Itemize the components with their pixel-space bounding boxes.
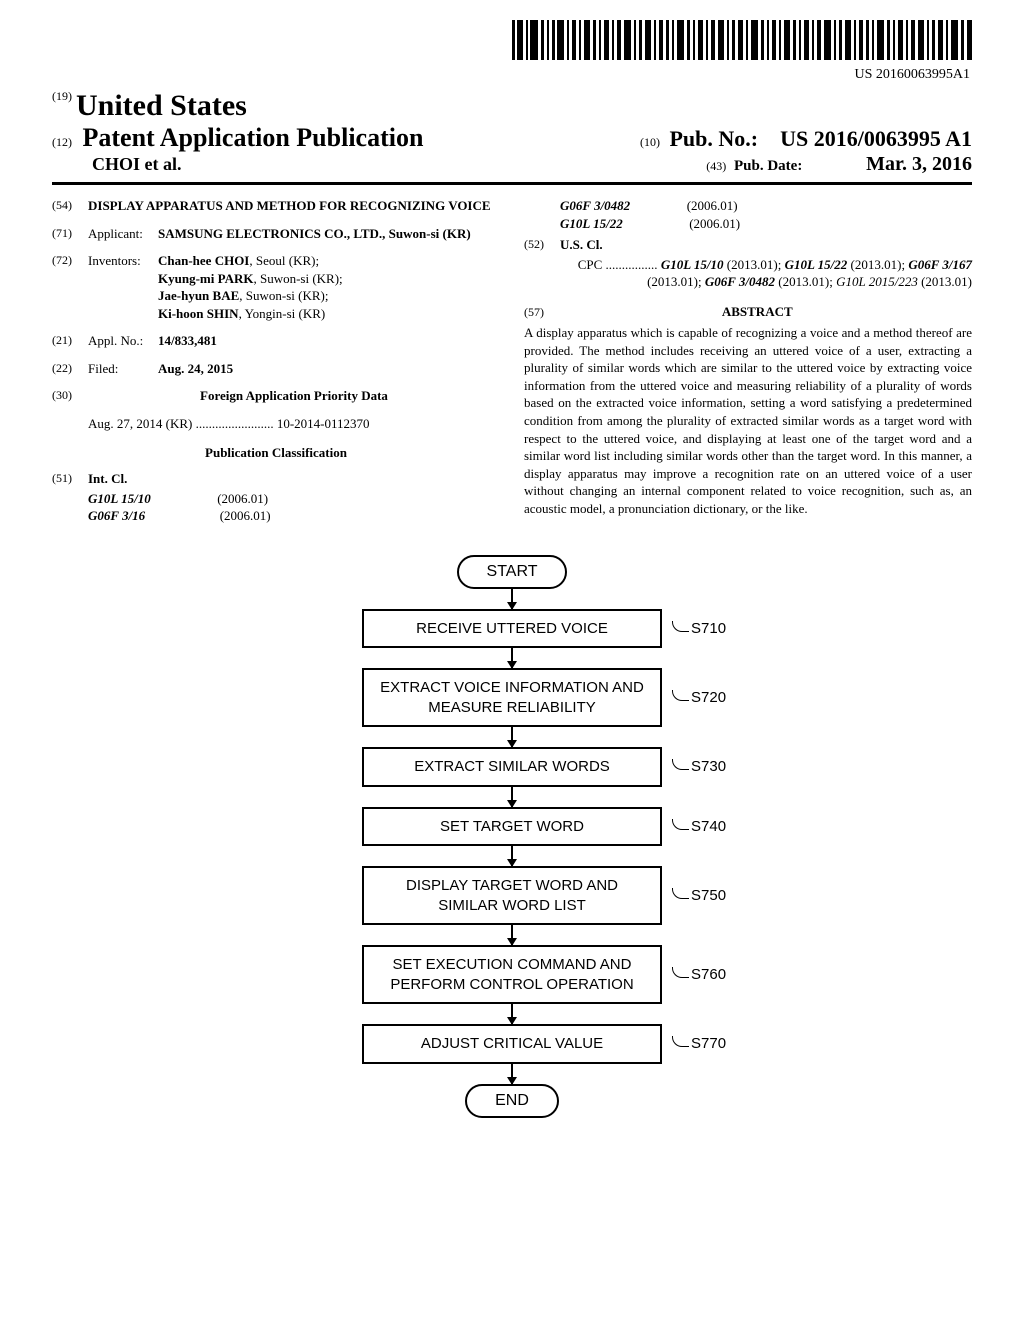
f71-label: Applicant: xyxy=(88,225,158,243)
fc-step-box: SET TARGET WORD xyxy=(362,807,662,847)
fc-arrow xyxy=(511,787,513,807)
abstract-title: ABSTRACT xyxy=(722,304,793,319)
fc-arrow xyxy=(511,1064,513,1084)
fc-end: END xyxy=(465,1084,559,1118)
f51-label: Int. Cl. xyxy=(88,471,127,486)
f22-code: (22) xyxy=(52,360,88,378)
f71-code: (71) xyxy=(52,225,88,243)
f21-code: (21) xyxy=(52,332,88,350)
intcl-cont-1: G10L 15/22 (2006.01) xyxy=(524,215,972,233)
f51-code: (51) xyxy=(52,470,88,488)
barcode-block: US 20160063995A1 xyxy=(52,20,972,83)
pub-date: Mar. 3, 2016 xyxy=(866,153,972,175)
patent-page: US 20160063995A1 (19) United States (12)… xyxy=(52,0,972,1158)
header-block: (19) United States (12) Patent Applicati… xyxy=(52,89,972,176)
right-column: G06F 3/0482 (2006.01) G10L 15/22 (2006.0… xyxy=(524,197,972,525)
fc-arrow xyxy=(511,925,513,945)
f72-label: Inventors: xyxy=(88,252,158,322)
fc-step-row: EXTRACT SIMILAR WORDS S730 xyxy=(292,747,732,787)
fc-step-label: S770 xyxy=(672,1035,726,1052)
f30-code: (30) xyxy=(52,387,88,405)
pub-no-code: (10) xyxy=(640,135,660,149)
fc-step-row: RECEIVE UTTERED VOICE S710 xyxy=(292,609,732,649)
pub-type: Patent Application Publication xyxy=(83,123,424,152)
pub-type-code: (12) xyxy=(52,135,72,149)
intcl-row-1: G06F 3/16 (2006.01) xyxy=(52,507,500,525)
pub-date-label: Pub. Date: xyxy=(734,158,802,174)
fc-step-box: EXTRACT SIMILAR WORDS xyxy=(362,747,662,787)
fc-step-box: RECEIVE UTTERED VOICE xyxy=(362,609,662,649)
intcl-cont-0: G06F 3/0482 (2006.01) xyxy=(524,197,972,215)
fc-step-row: EXTRACT VOICE INFORMATION AND MEASURE RE… xyxy=(292,668,732,727)
pub-date-code: (43) xyxy=(706,159,726,173)
fc-arrow xyxy=(511,727,513,747)
fc-arrow xyxy=(511,648,513,668)
biblio-columns: (54) DISPLAY APPARATUS AND METHOD FOR RE… xyxy=(52,197,972,525)
f30-title: Foreign Application Priority Data xyxy=(200,388,388,403)
f22-label: Filed: xyxy=(88,360,158,378)
f54-code: (54) xyxy=(52,197,88,215)
flowchart: START RECEIVE UTTERED VOICE S710 EXTRACT V… xyxy=(292,555,732,1118)
fc-step-row: ADJUST CRITICAL VALUE S770 xyxy=(292,1024,732,1064)
fc-step-label: S750 xyxy=(672,887,726,904)
abstract-text: A display apparatus which is capable of … xyxy=(524,324,972,517)
fc-step-box: DISPLAY TARGET WORD AND SIMILAR WORD LIS… xyxy=(362,866,662,925)
f72-text: Chan-hee CHOI, Seoul (KR); Kyung-mi PARK… xyxy=(158,252,500,322)
intcl-row-0: G10L 15/10 (2006.01) xyxy=(52,490,500,508)
pub-no-label: Pub. No.: xyxy=(669,126,758,151)
f72-code: (72) xyxy=(52,252,88,322)
fc-step-row: DISPLAY TARGET WORD AND SIMILAR WORD LIS… xyxy=(292,866,732,925)
f22-text: Aug. 24, 2015 xyxy=(158,361,233,376)
fc-arrow xyxy=(511,589,513,609)
fc-step-row: SET TARGET WORD S740 xyxy=(292,807,732,847)
country: United States xyxy=(76,89,247,123)
left-column: (54) DISPLAY APPARATUS AND METHOD FOR RE… xyxy=(52,197,500,525)
divider xyxy=(52,182,972,185)
cpc-line: CPC ................ G10L 15/10 (2013.01… xyxy=(524,256,972,291)
fc-arrow xyxy=(511,846,513,866)
abstract-code: (57) xyxy=(524,304,560,320)
authors: CHOI et al. xyxy=(52,154,706,175)
fc-step-label: S710 xyxy=(672,620,726,637)
f52-label: U.S. Cl. xyxy=(560,237,603,252)
pub-no: US 2016/0063995 A1 xyxy=(780,126,972,151)
fc-step-box: SET EXECUTION COMMAND AND PERFORM CONTRO… xyxy=(362,945,662,1004)
fc-start: START xyxy=(457,555,568,589)
f21-text: 14/833,481 xyxy=(158,333,217,348)
country-code: (19) xyxy=(52,89,72,104)
fc-step-box: ADJUST CRITICAL VALUE xyxy=(362,1024,662,1064)
fc-step-label: S760 xyxy=(672,966,726,983)
f21-label: Appl. No.: xyxy=(88,332,158,350)
fc-arrow xyxy=(511,1004,513,1024)
fc-step-box: EXTRACT VOICE INFORMATION AND MEASURE RE… xyxy=(362,668,662,727)
barcode-icon xyxy=(512,20,972,60)
f71-text: SAMSUNG ELECTRONICS CO., LTD., Suwon-si … xyxy=(158,225,500,243)
fc-step-label: S740 xyxy=(672,818,726,835)
fc-step-label: S720 xyxy=(672,689,726,706)
barcode-number: US 20160063995A1 xyxy=(52,67,972,83)
pub-class-heading: Publication Classification xyxy=(52,444,500,462)
f52-code: (52) xyxy=(524,236,560,254)
f54-title: DISPLAY APPARATUS AND METHOD FOR RECOGNI… xyxy=(88,197,500,215)
fc-step-row: SET EXECUTION COMMAND AND PERFORM CONTRO… xyxy=(292,945,732,1004)
f30-line: Aug. 27, 2014 (KR) .....................… xyxy=(52,415,500,433)
fc-step-label: S730 xyxy=(672,758,726,775)
